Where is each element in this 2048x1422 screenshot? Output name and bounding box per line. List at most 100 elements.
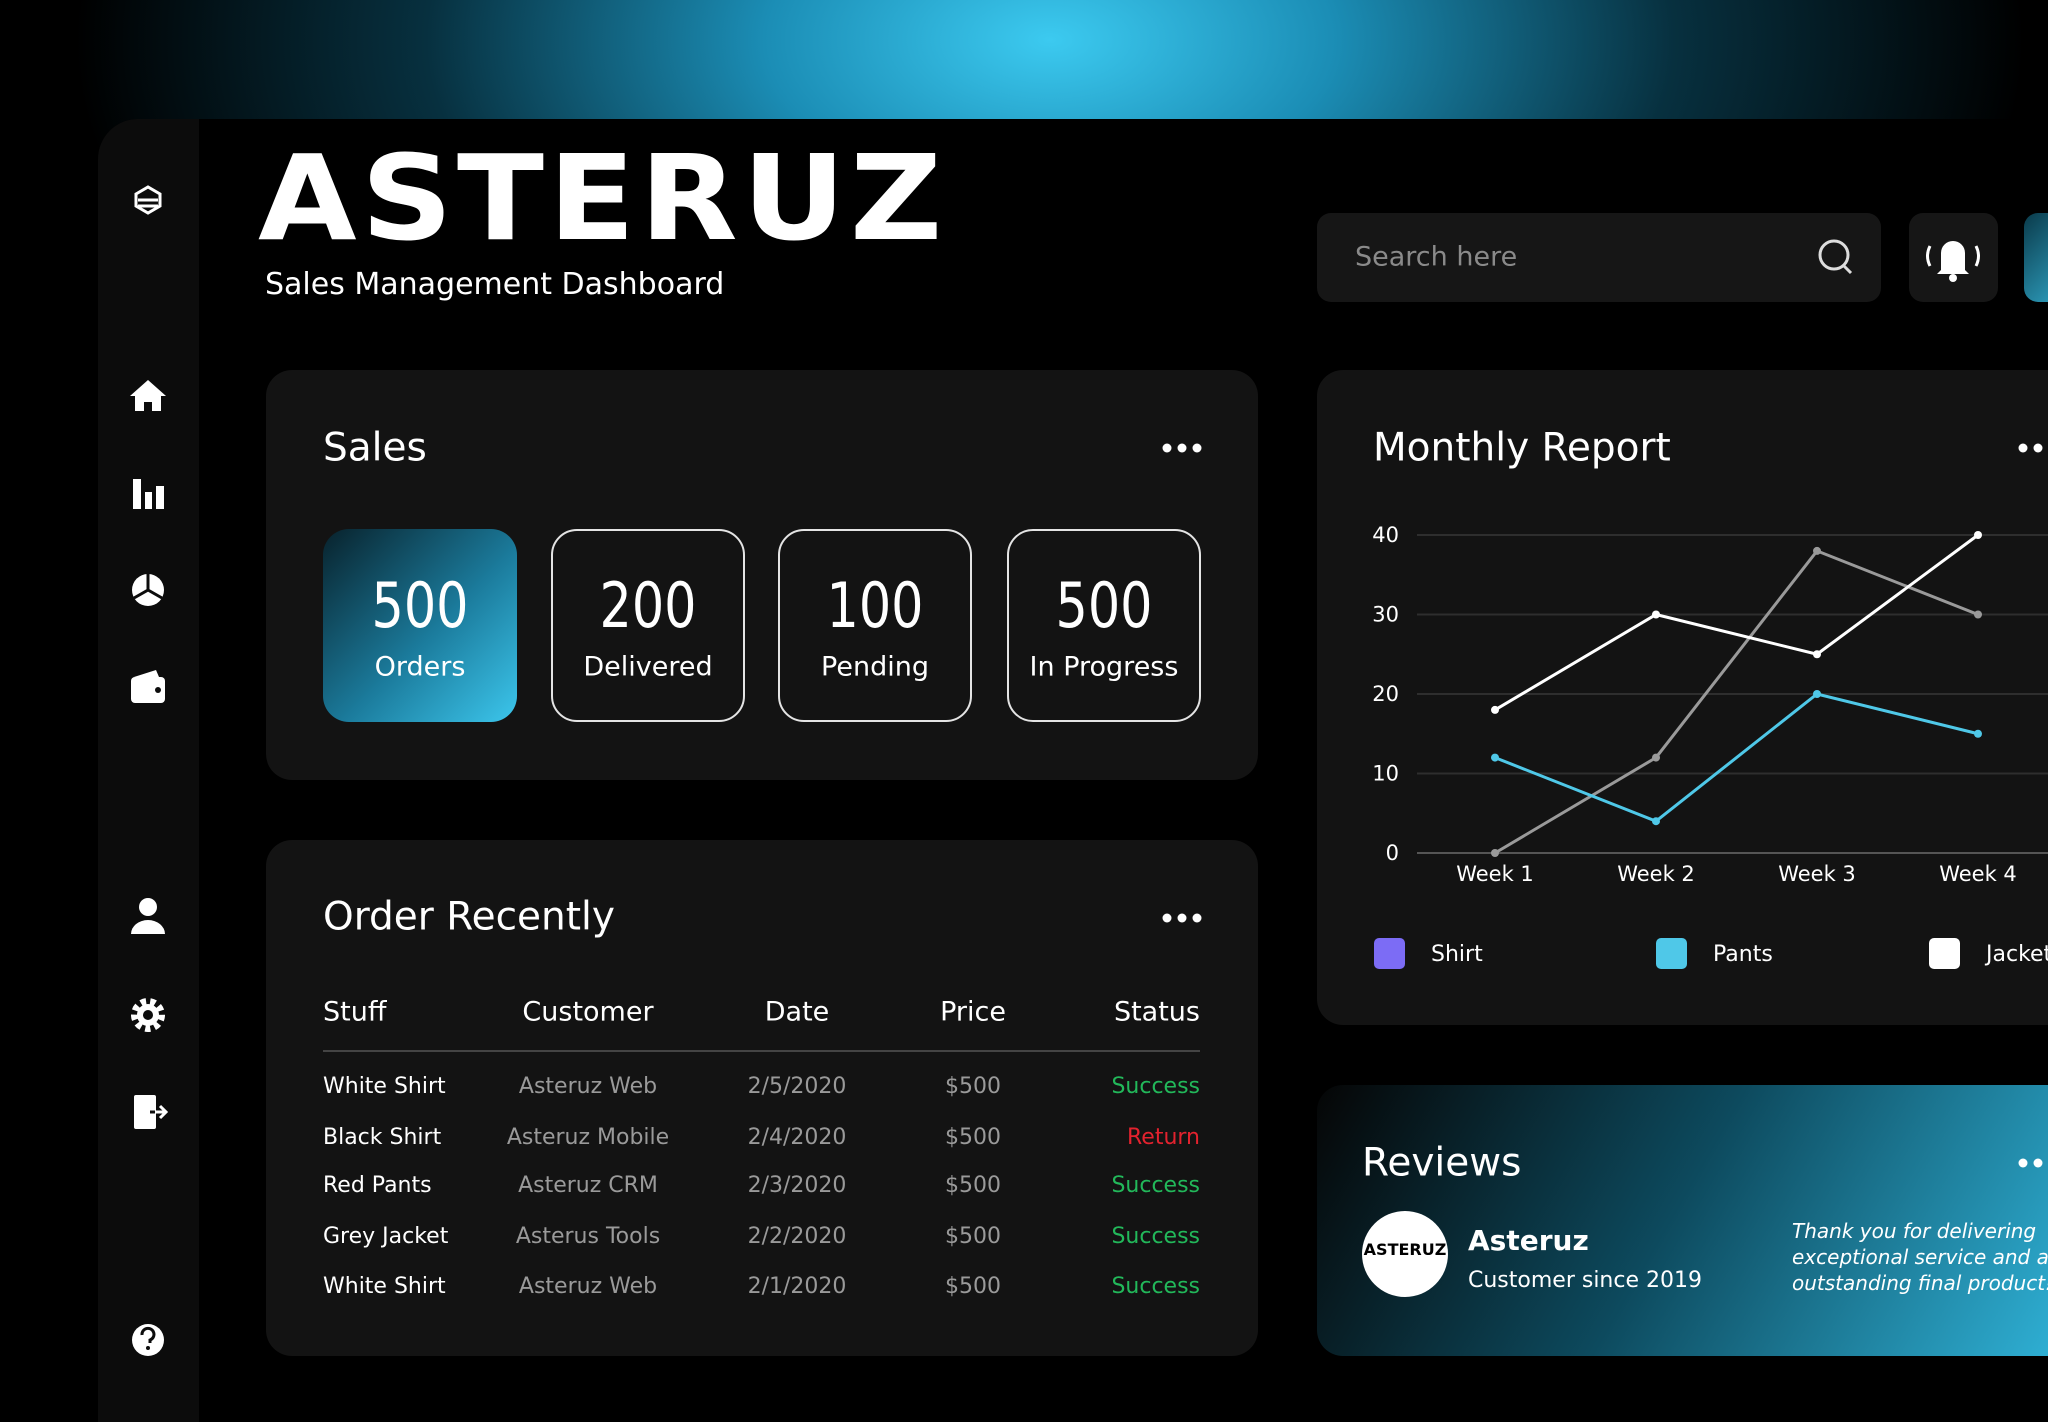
point	[1974, 531, 1982, 539]
wallet-icon[interactable]	[131, 670, 165, 703]
home-icon[interactable]	[130, 380, 166, 411]
table-cell: Asteruz CRM	[518, 1173, 658, 1198]
table-cell: 2/2/2020	[747, 1224, 847, 1249]
stat-value: 500	[1055, 569, 1153, 642]
subtitle: Sales Management Dashboard	[265, 267, 725, 302]
profile-button[interactable]	[2024, 213, 2048, 302]
stat-label: In Progress	[1029, 651, 1179, 683]
stat-box[interactable]	[778, 529, 972, 722]
table-cell: 2/1/2020	[747, 1274, 847, 1299]
y-tick-label: 20	[1372, 682, 1399, 706]
table-cell: White Shirt	[323, 1074, 446, 1099]
table-cell: Success	[1111, 1274, 1200, 1299]
stat-box[interactable]	[551, 529, 745, 722]
table-cell: 2/3/2020	[747, 1173, 847, 1198]
table-cell: Asteruz Mobile	[506, 1125, 670, 1150]
search-box[interactable]	[1317, 213, 1881, 302]
table-cell: $500	[945, 1074, 1001, 1099]
sidebar	[98, 119, 199, 1422]
point	[1491, 849, 1499, 857]
orders-menu[interactable]	[1162, 913, 1202, 923]
x-tick-label: Week 1	[1456, 862, 1534, 886]
y-tick-label: 0	[1386, 841, 1399, 865]
bell-icon[interactable]	[1926, 241, 1980, 282]
search-placeholder: Search here	[1355, 241, 1518, 273]
table-header: Date	[764, 996, 830, 1028]
stats-icon[interactable]	[133, 479, 164, 509]
table-cell: Grey Jacket	[323, 1224, 449, 1249]
legend-swatch	[1656, 938, 1687, 969]
legend-label: Pants	[1713, 942, 1773, 967]
point	[1813, 690, 1821, 698]
point	[1813, 546, 1821, 555]
reviewer-since: Customer since 2019	[1468, 1268, 1702, 1293]
point	[1652, 753, 1660, 762]
point	[1813, 650, 1821, 659]
table-header: Customer	[522, 996, 654, 1028]
avatar	[1362, 1211, 1448, 1297]
y-tick-label: 10	[1372, 762, 1399, 786]
user-icon[interactable]	[131, 898, 165, 934]
x-tick-label: Week 4	[1939, 862, 2017, 886]
table-cell: $500	[945, 1224, 1001, 1249]
table-header: Status	[1113, 996, 1200, 1028]
brand-icon	[134, 185, 162, 215]
legend-swatch	[1374, 938, 1405, 969]
table-cell: Asteruz Web	[518, 1274, 658, 1299]
point	[1491, 705, 1499, 714]
table-cell: Asteruz Web	[518, 1074, 658, 1099]
stat-box[interactable]	[323, 529, 517, 722]
legend-label: Shirt	[1431, 942, 1483, 967]
report-card	[1317, 370, 2048, 1025]
stat-box[interactable]	[1007, 529, 1201, 722]
stat-label: Orders	[374, 651, 466, 683]
stat-value: 500	[371, 569, 469, 642]
table-cell: 2/4/2020	[747, 1125, 847, 1150]
stat-label: Delivered	[583, 651, 713, 683]
table-cell: $500	[945, 1274, 1001, 1299]
table-cell: Black Shirt	[323, 1125, 442, 1150]
line	[1494, 533, 1979, 712]
logo: ASTERUZ	[258, 129, 947, 267]
point	[1974, 729, 1982, 738]
avatar-logo: ASTERUZ	[1363, 1240, 1447, 1259]
search-icon[interactable]	[1818, 239, 1853, 275]
settings-icon[interactable]	[131, 998, 165, 1032]
card-title: Reviews	[1362, 1140, 1522, 1186]
y-tick-label: 40	[1372, 523, 1399, 547]
chart-title: Monthly Report	[1373, 425, 1671, 471]
table-cell: White Shirt	[323, 1274, 446, 1299]
review-quote: exceptional service and an	[1792, 1245, 2048, 1269]
help-icon[interactable]	[132, 1324, 164, 1356]
table-cell: 2/5/2020	[747, 1074, 847, 1099]
sales-menu[interactable]	[1162, 443, 1202, 453]
point	[1652, 610, 1660, 619]
orders-card	[266, 840, 1258, 1356]
line	[1494, 549, 1979, 855]
card-title: Sales	[323, 425, 427, 471]
report-menu[interactable]	[2018, 443, 2043, 453]
table-header: Stuff	[323, 996, 387, 1028]
table-cell: Success	[1111, 1074, 1200, 1099]
table-cell: Success	[1111, 1173, 1200, 1198]
reviewer-name: Asteruz	[1468, 1224, 1589, 1257]
table-cell: $500	[945, 1125, 1001, 1150]
logout-icon[interactable]	[134, 1095, 169, 1129]
pie-icon[interactable]	[132, 574, 164, 606]
table-cell: Red Pants	[323, 1173, 432, 1198]
table-cell: Asterus Tools	[515, 1224, 661, 1249]
stat-value: 200	[599, 569, 697, 642]
stat-label: Pending	[821, 651, 929, 683]
y-tick-label: 30	[1372, 603, 1399, 627]
x-tick-label: Week 3	[1778, 862, 1856, 886]
point	[1491, 753, 1499, 762]
legend-label: Jacket	[1984, 942, 2048, 967]
review-quote: outstanding final product!	[1792, 1271, 2048, 1295]
table-cell: $500	[945, 1173, 1001, 1198]
stat-value: 100	[826, 569, 924, 642]
reviews-menu[interactable]	[2018, 1158, 2043, 1168]
table-cell: Success	[1111, 1224, 1200, 1249]
